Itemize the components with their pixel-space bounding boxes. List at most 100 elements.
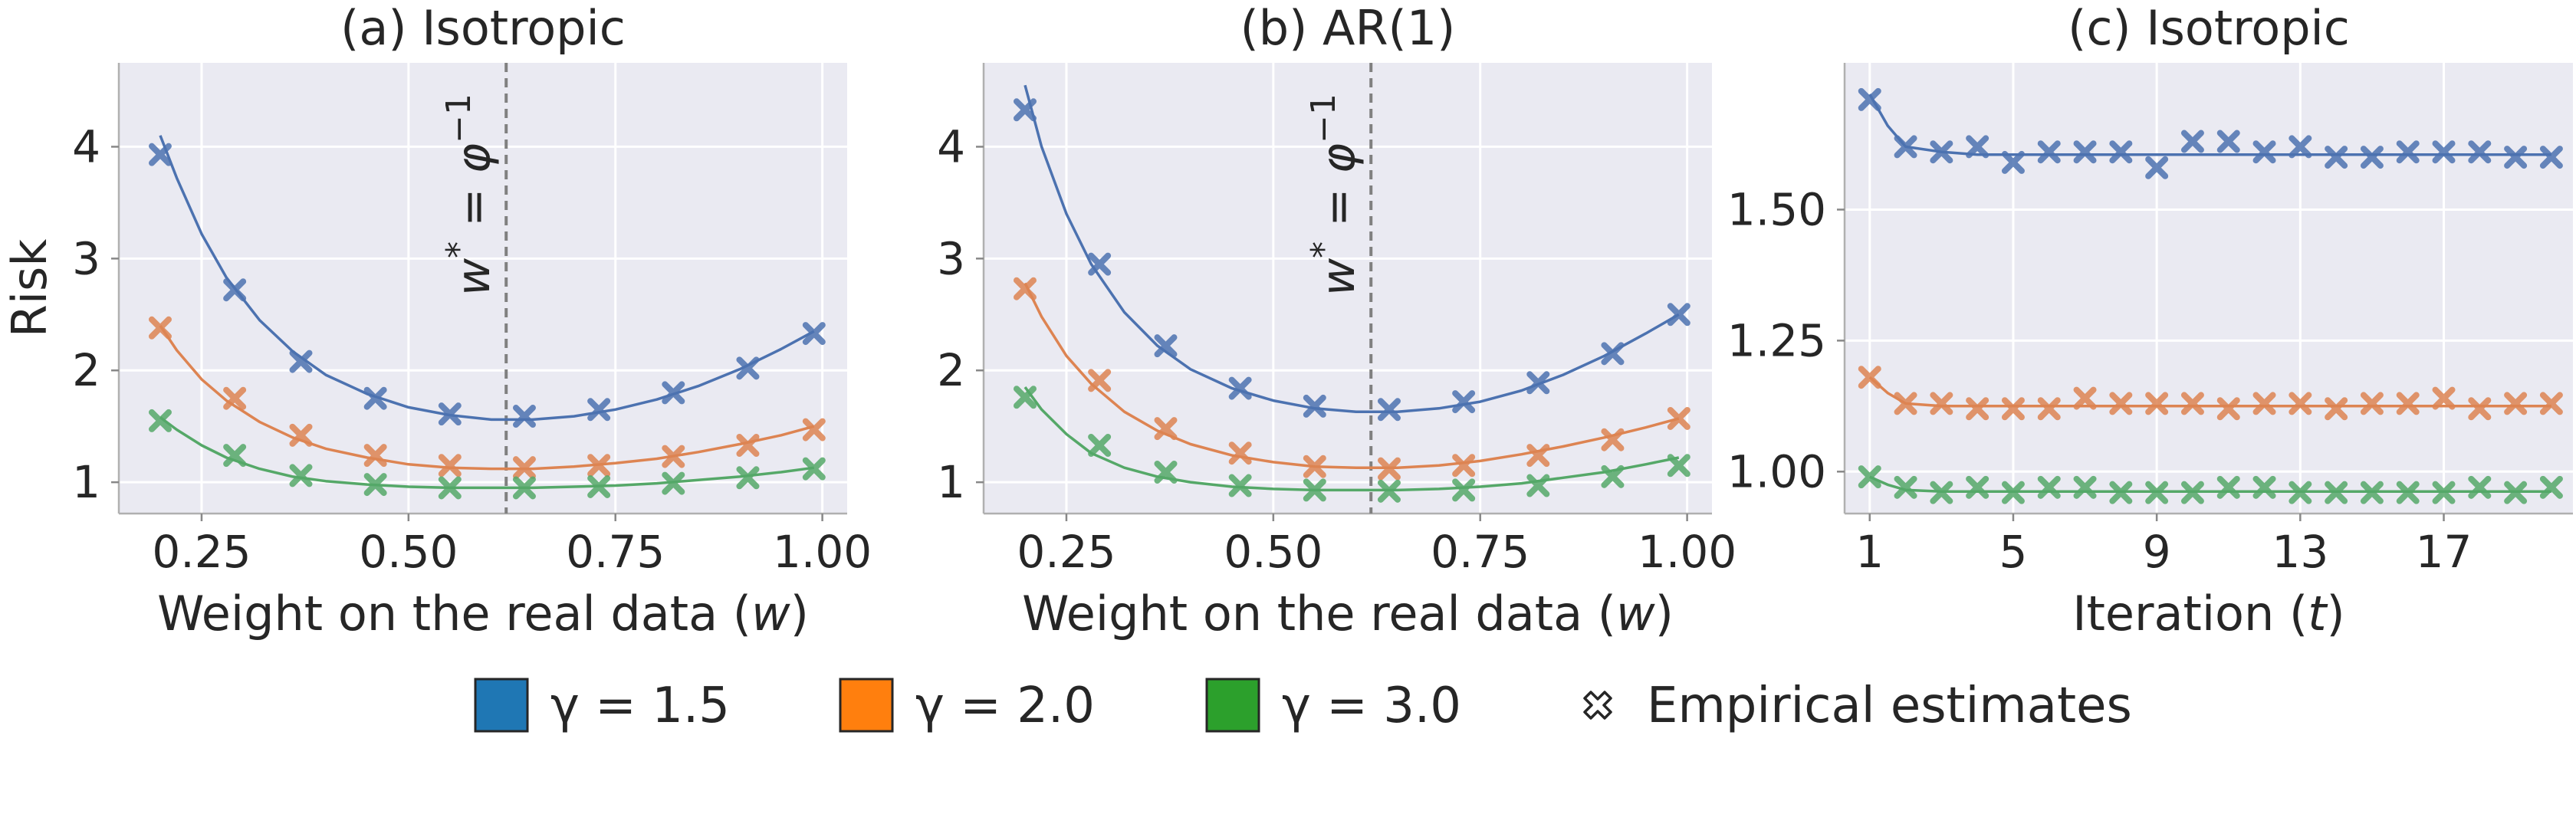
legend-swatch-gamma-2-0 [839, 678, 894, 733]
data-point-2 [1667, 454, 1691, 478]
data-point-1 [2360, 392, 2384, 415]
panel-b-title: (b) AR(1) [1240, 0, 1456, 56]
data-point-0 [2325, 146, 2348, 169]
data-point-0 [1013, 98, 1037, 122]
x-tick-label: 0.75 [566, 526, 665, 578]
data-point-1 [1930, 392, 1953, 415]
data-point-0 [2432, 140, 2456, 164]
data-point-0 [2109, 140, 2133, 164]
data-point-2 [148, 409, 172, 432]
x-tick-label: 0.25 [152, 526, 251, 578]
x-tick-label: 9 [2143, 526, 2171, 578]
data-point-2 [1930, 481, 1953, 504]
x-tick-label: 1.00 [1638, 526, 1737, 578]
y-tick-label: 1 [72, 456, 100, 508]
data-point-2 [2539, 475, 2563, 499]
data-point-1 [587, 454, 611, 478]
panel-c-points [1858, 87, 2563, 504]
data-point-1 [1228, 441, 1252, 465]
panel-a: (a) Isotropic Risk Weight on the real da… [2, 0, 872, 642]
data-point-2 [1894, 475, 1917, 499]
data-point-2 [2216, 475, 2240, 499]
panel-a-ylabel: Risk [2, 239, 58, 338]
data-point-0 [2288, 135, 2312, 159]
y-tick-label: 1 [937, 456, 965, 508]
data-point-0 [2001, 150, 2025, 174]
data-point-0 [1894, 135, 1917, 159]
legend-entry-empirical[interactable]: Empirical estimates [1583, 678, 2132, 734]
data-point-0 [2145, 156, 2169, 179]
data-point-1 [2109, 392, 2133, 415]
data-point-1 [2216, 397, 2240, 421]
y-tick-label: 3 [72, 232, 100, 284]
data-point-2 [2073, 475, 2097, 499]
data-point-0 [2180, 130, 2204, 153]
data-point-1 [1154, 417, 1178, 441]
data-point-1 [1966, 397, 1990, 421]
data-point-0 [1858, 87, 1881, 111]
data-point-0 [1088, 252, 1112, 276]
data-point-0 [1930, 140, 1953, 164]
panel-c-title: (c) Isotropic [2068, 0, 2350, 56]
legend-label-gamma-3-0: γ = 3.0 [1282, 678, 1461, 734]
legend-label-empirical: Empirical estimates [1647, 678, 2132, 734]
data-point-1 [1667, 406, 1691, 430]
data-point-2 [363, 473, 387, 497]
data-point-1 [1013, 277, 1037, 300]
data-point-2 [587, 474, 611, 498]
data-point-1 [1088, 369, 1112, 392]
legend-entry-gamma-1-5[interactable]: γ = 1.5 [474, 678, 730, 734]
data-point-0 [1667, 303, 1691, 327]
y-tick-label: 1.25 [1727, 314, 1826, 366]
data-point-0 [148, 143, 172, 166]
data-point-2 [1966, 475, 1990, 499]
data-point-2 [1858, 465, 1881, 489]
x-tick-label: 1.00 [773, 526, 872, 578]
data-point-0 [1154, 334, 1178, 358]
panel-b: (b) AR(1) Weight on the real data (w) w*… [937, 0, 1737, 642]
reference-vline-label: w* = φ−1 [439, 94, 501, 296]
panel-a-xlabel: Weight on the real data (w) [157, 586, 809, 642]
panel-a-points [148, 143, 826, 500]
legend-swatch-gamma-1-5 [474, 678, 529, 733]
legend-entry-gamma-3-0[interactable]: γ = 3.0 [1205, 678, 1461, 734]
data-point-2 [512, 476, 536, 500]
x-tick-label: 0.50 [1224, 526, 1322, 578]
data-point-2 [2109, 481, 2133, 504]
data-point-0 [1452, 390, 1476, 414]
x-tick-label: 1 [1855, 526, 1884, 578]
data-point-2 [1452, 478, 1476, 502]
data-point-2 [2037, 475, 2061, 499]
data-point-2 [2360, 481, 2384, 504]
data-point-1 [2037, 397, 2061, 421]
data-point-0 [1966, 135, 1990, 159]
data-point-1 [2432, 386, 2456, 410]
data-point-0 [289, 350, 313, 373]
y-tick-label: 2 [937, 344, 965, 396]
data-point-2 [662, 471, 685, 495]
data-point-0 [587, 398, 611, 422]
data-point-0 [223, 278, 247, 302]
data-point-1 [2180, 392, 2204, 415]
legend-entry-gamma-2-0[interactable]: γ = 2.0 [839, 678, 1095, 734]
data-point-2 [2288, 481, 2312, 504]
data-point-1 [802, 418, 826, 441]
panel-a-ticks: 0.25 0.50 0.75 1.00 1 2 3 4 [72, 120, 872, 578]
data-point-0 [1601, 342, 1625, 366]
y-tick-label: 1.00 [1727, 445, 1826, 497]
y-tick-label: 3 [937, 232, 965, 284]
data-point-2 [736, 466, 760, 490]
data-point-2 [1377, 479, 1401, 503]
data-point-2 [1088, 433, 1112, 457]
data-point-0 [363, 386, 387, 410]
data-point-0 [1377, 398, 1401, 422]
panel-c: (c) Isotropic Iteration (t) 1 5 9 13 171.001… [1727, 0, 2573, 642]
data-point-1 [1858, 366, 1881, 389]
panel-a-grid [119, 63, 847, 514]
data-point-1 [2468, 397, 2492, 421]
data-point-0 [662, 381, 685, 405]
data-point-0 [2539, 146, 2563, 169]
data-point-1 [1601, 428, 1625, 451]
data-point-1 [2001, 397, 2025, 421]
data-point-0 [438, 402, 462, 426]
